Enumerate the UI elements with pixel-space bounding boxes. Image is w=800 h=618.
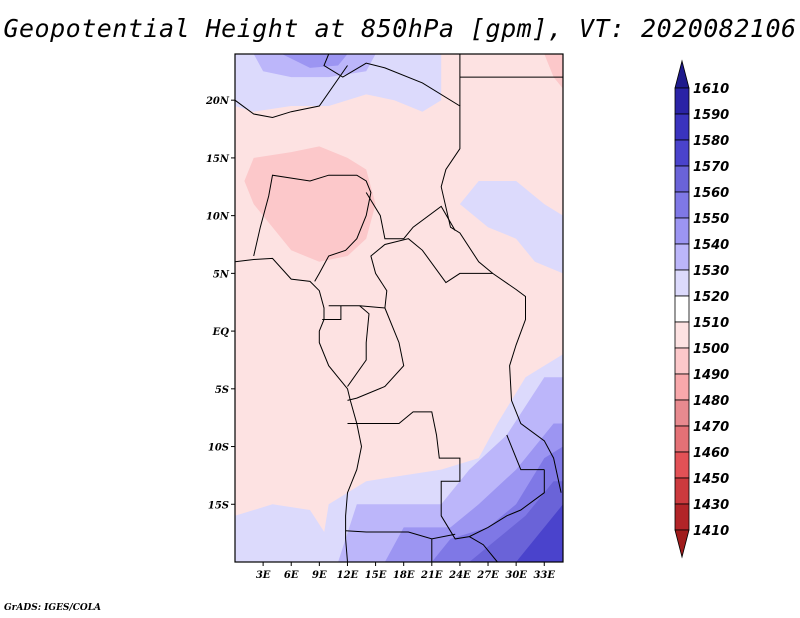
colorbar-label: 1560 xyxy=(693,186,729,201)
y-tick-label: 15N xyxy=(206,154,230,165)
x-tick-label: 27E xyxy=(476,570,499,581)
x-tick-label: 33E xyxy=(533,570,555,581)
colorbar-label: 1520 xyxy=(693,290,729,305)
field-1500-atlantic xyxy=(235,354,339,493)
map-frame xyxy=(234,53,564,563)
border-zimbabwe xyxy=(469,536,498,562)
x-tick-label: 12E xyxy=(337,570,359,581)
grads-credit: GrADS: IGES/COLA xyxy=(4,603,102,613)
coastline-west xyxy=(235,257,363,562)
map-field xyxy=(235,54,563,562)
y-tick-label: 5N xyxy=(213,269,230,280)
border-zambia-tanzania xyxy=(506,434,545,471)
border-algeria-niger xyxy=(235,65,348,119)
colorbar-box xyxy=(674,243,690,271)
x-tick-label: 3E xyxy=(256,570,271,581)
border-nigeria xyxy=(253,174,372,282)
colorbar-box xyxy=(674,113,690,141)
x-tick-label: 30E xyxy=(505,570,527,581)
colorbar-box xyxy=(674,451,690,479)
colorbar-label: 1470 xyxy=(693,420,729,435)
colorbar-box xyxy=(674,425,690,453)
field-1490-redsea xyxy=(544,54,563,89)
y-tick-label: 20N xyxy=(205,96,230,107)
colorbar-label: 1430 xyxy=(693,498,729,513)
y-axis: 20N 15N 10N 5N EQ 5S 10S 15S xyxy=(205,96,235,511)
y-tick-label: 5S xyxy=(215,385,229,396)
border-car-chad xyxy=(365,192,456,240)
x-tick-label: 18E xyxy=(393,570,415,581)
x-tick-label: 6E xyxy=(284,570,299,581)
colorbar-extend-bottom xyxy=(674,529,690,559)
colorbar-box xyxy=(674,191,690,219)
colorbar-label: 1490 xyxy=(693,368,729,383)
colorbar-label: 1570 xyxy=(693,160,729,175)
colorbar-label: 1460 xyxy=(693,446,729,461)
chart-title: Geopotential Height at 850hPa [gpm], VT:… xyxy=(3,14,797,43)
x-tick-label: 15E xyxy=(365,570,387,581)
colorbar-box xyxy=(674,217,690,245)
colorbar-box xyxy=(674,165,690,193)
y-tick-label: 15S xyxy=(208,500,229,511)
y-tick-label: 10S xyxy=(208,443,229,454)
x-tick-label: 21E xyxy=(420,570,443,581)
colorbar-box xyxy=(674,373,690,401)
colorbar-box xyxy=(674,139,690,167)
y-tick-label: EQ xyxy=(212,327,230,338)
border-eq-guinea xyxy=(322,305,342,320)
country-borders xyxy=(235,54,563,562)
border-congo-drc xyxy=(347,307,405,401)
field-1520-satl xyxy=(235,504,329,562)
y-tick-label: 10N xyxy=(206,212,230,223)
colorbar-label: 1550 xyxy=(693,212,729,227)
border-gabon-congo xyxy=(347,305,370,387)
colorbar-box xyxy=(674,87,690,115)
colorbar-box xyxy=(674,295,690,323)
colorbar-label: 1480 xyxy=(693,394,729,409)
colorbar-label: 1590 xyxy=(693,108,729,123)
colorbar-label: 1540 xyxy=(693,238,729,253)
border-angola-namibia xyxy=(345,530,456,540)
colorbar-label: 1510 xyxy=(693,316,729,331)
field-1500-redsea xyxy=(506,54,563,170)
colorbar-label: 1450 xyxy=(693,472,729,487)
x-tick-label: 24E xyxy=(448,570,471,581)
colorbar-box xyxy=(674,477,690,505)
border-angola-zambia xyxy=(347,411,545,540)
field-1540-sahara xyxy=(281,54,348,68)
colorbar-label: 1500 xyxy=(693,342,729,357)
colorbar-label: 1530 xyxy=(693,264,729,279)
field-1520-east xyxy=(459,181,563,274)
colorbar-box xyxy=(674,269,690,297)
colorbar-extend-top xyxy=(674,59,690,89)
colorbar-box xyxy=(674,503,690,531)
x-tick-label: 9E xyxy=(312,570,327,581)
field-1570-south xyxy=(516,504,563,562)
colorbar-label: 1610 xyxy=(693,82,729,97)
colorbar-box xyxy=(674,399,690,427)
colorbar-box xyxy=(674,347,690,375)
border-chad-sudan-drc xyxy=(323,54,562,493)
border-cameroon-car-drc xyxy=(328,238,493,309)
colorbar-label: 1580 xyxy=(693,134,729,149)
colorbar-label: 1410 xyxy=(693,524,729,539)
colorbar: 1610 1590 1580 1570 1560 1550 1540 1530 1520 1510… xyxy=(674,59,729,559)
colorbar-box xyxy=(674,321,690,349)
x-axis: 3E 6E 9E 12E 15E 18E 21E 24E 27E 30E 33E xyxy=(256,562,555,581)
